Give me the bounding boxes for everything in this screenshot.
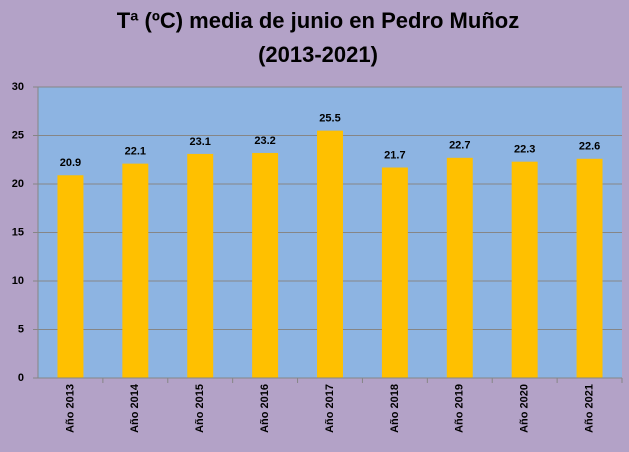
data-label: 25.5 bbox=[319, 113, 340, 125]
bar bbox=[576, 158, 603, 378]
bar bbox=[381, 167, 408, 378]
data-label: 22.3 bbox=[514, 144, 535, 156]
y-tick-label: 30 bbox=[12, 81, 24, 93]
data-label: 23.1 bbox=[190, 136, 211, 148]
chart-subtitle: (2013-2021) bbox=[258, 42, 378, 67]
bar bbox=[446, 157, 473, 378]
x-tick-label: Año 2020 bbox=[519, 384, 531, 433]
data-label: 22.6 bbox=[579, 141, 600, 153]
bar bbox=[317, 130, 343, 378]
data-label: 22.1 bbox=[125, 146, 146, 158]
y-tick-label: 10 bbox=[12, 275, 24, 287]
data-label: 22.7 bbox=[449, 140, 470, 152]
chart-title: Tª (ºC) media de junio en Pedro Muñoz bbox=[117, 8, 519, 33]
bar bbox=[57, 175, 84, 378]
y-tick-label: 20 bbox=[12, 178, 24, 190]
data-label: 20.9 bbox=[60, 157, 81, 169]
x-tick-label: Año 2013 bbox=[64, 384, 76, 433]
x-tick-label: Año 2014 bbox=[129, 383, 141, 433]
x-tick-label: Año 2021 bbox=[583, 384, 595, 433]
y-tick-label: 15 bbox=[12, 226, 24, 238]
x-tick-label: Año 2015 bbox=[194, 384, 206, 433]
x-tick-label: Año 2019 bbox=[454, 384, 466, 433]
data-label: 23.2 bbox=[254, 135, 275, 147]
bar bbox=[187, 153, 214, 378]
x-tick-label: Año 2018 bbox=[389, 384, 401, 433]
data-label: 21.7 bbox=[384, 149, 405, 161]
y-tick-label: 0 bbox=[18, 372, 24, 384]
bar bbox=[252, 152, 279, 378]
x-tick-label: Año 2017 bbox=[324, 384, 336, 433]
y-tick-label: 25 bbox=[12, 129, 24, 141]
y-tick-label: 5 bbox=[18, 323, 24, 335]
x-tick-label: Año 2016 bbox=[259, 384, 271, 433]
bar bbox=[122, 163, 149, 378]
bar bbox=[511, 161, 538, 378]
